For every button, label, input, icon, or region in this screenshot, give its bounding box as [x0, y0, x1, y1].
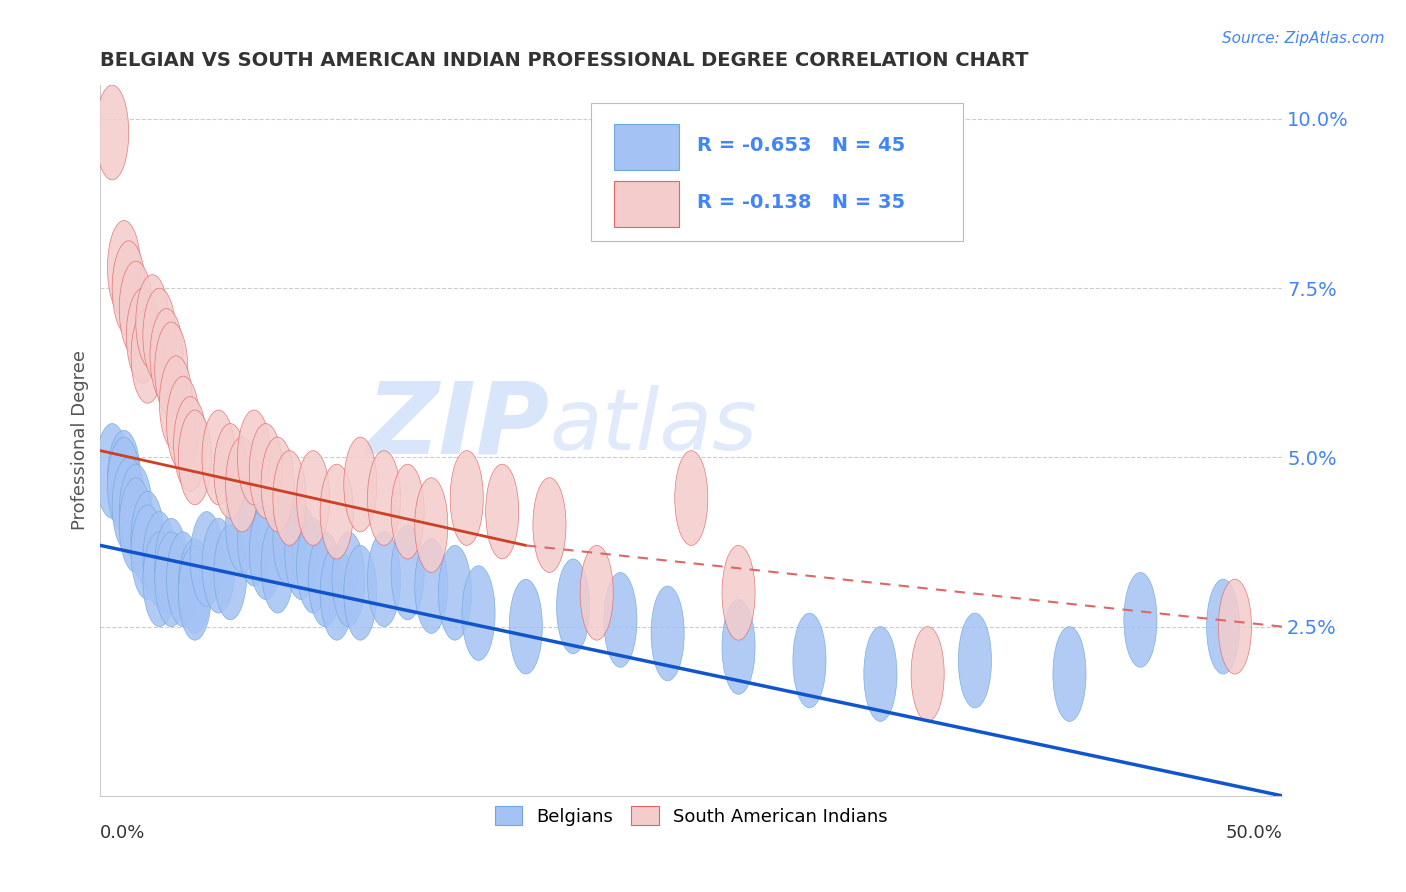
Circle shape — [159, 356, 193, 450]
Circle shape — [249, 505, 283, 599]
Circle shape — [214, 424, 247, 518]
Text: R = -0.653   N = 45: R = -0.653 N = 45 — [697, 136, 905, 155]
Circle shape — [238, 491, 270, 586]
Text: BELGIAN VS SOUTH AMERICAN INDIAN PROFESSIONAL DEGREE CORRELATION CHART: BELGIAN VS SOUTH AMERICAN INDIAN PROFESS… — [100, 51, 1029, 70]
Circle shape — [332, 532, 366, 626]
Text: 0.0%: 0.0% — [100, 824, 146, 842]
Circle shape — [450, 450, 484, 545]
Text: atlas: atlas — [550, 384, 758, 467]
Circle shape — [143, 532, 176, 626]
Circle shape — [202, 410, 235, 505]
Circle shape — [344, 545, 377, 640]
Circle shape — [415, 539, 449, 633]
Circle shape — [179, 545, 211, 640]
Circle shape — [675, 450, 707, 545]
FancyBboxPatch shape — [614, 124, 679, 170]
Circle shape — [391, 525, 425, 620]
Circle shape — [723, 599, 755, 694]
Circle shape — [321, 545, 353, 640]
Circle shape — [1206, 579, 1240, 674]
Circle shape — [202, 518, 235, 613]
Circle shape — [107, 430, 141, 525]
Circle shape — [367, 450, 401, 545]
Circle shape — [262, 437, 294, 532]
Circle shape — [238, 410, 270, 505]
Circle shape — [321, 464, 353, 559]
Circle shape — [959, 613, 991, 708]
Circle shape — [96, 85, 129, 180]
FancyBboxPatch shape — [591, 103, 963, 242]
Circle shape — [143, 511, 176, 607]
Circle shape — [1219, 579, 1251, 674]
Circle shape — [297, 450, 329, 545]
Circle shape — [463, 566, 495, 660]
Circle shape — [911, 626, 945, 722]
Circle shape — [120, 464, 152, 559]
Circle shape — [391, 464, 425, 559]
Text: R = -0.138   N = 35: R = -0.138 N = 35 — [697, 193, 905, 212]
Circle shape — [297, 518, 329, 613]
Circle shape — [344, 437, 377, 532]
Circle shape — [793, 613, 825, 708]
Circle shape — [179, 410, 211, 505]
Circle shape — [273, 491, 307, 586]
Circle shape — [131, 505, 165, 599]
Circle shape — [155, 322, 188, 417]
Circle shape — [439, 545, 471, 640]
Circle shape — [533, 478, 567, 573]
Circle shape — [273, 450, 307, 545]
Circle shape — [107, 437, 141, 532]
Circle shape — [603, 573, 637, 667]
Circle shape — [166, 532, 200, 626]
Text: Source: ZipAtlas.com: Source: ZipAtlas.com — [1222, 31, 1385, 46]
Circle shape — [1053, 626, 1085, 722]
Circle shape — [155, 532, 188, 626]
Circle shape — [723, 545, 755, 640]
Circle shape — [225, 478, 259, 573]
Circle shape — [485, 464, 519, 559]
Circle shape — [155, 518, 188, 613]
Circle shape — [143, 288, 176, 383]
Circle shape — [166, 376, 200, 471]
Text: 50.0%: 50.0% — [1226, 824, 1282, 842]
Circle shape — [131, 309, 165, 403]
Circle shape — [863, 626, 897, 722]
Circle shape — [308, 532, 342, 626]
Circle shape — [136, 275, 169, 369]
Circle shape — [120, 261, 152, 356]
Circle shape — [262, 518, 294, 613]
Circle shape — [214, 525, 247, 620]
Circle shape — [112, 241, 145, 335]
Circle shape — [249, 424, 283, 518]
Circle shape — [415, 478, 449, 573]
Circle shape — [190, 511, 224, 607]
Circle shape — [96, 424, 129, 518]
Circle shape — [127, 288, 159, 383]
Circle shape — [131, 491, 165, 586]
Circle shape — [1123, 573, 1157, 667]
Circle shape — [120, 478, 152, 573]
Circle shape — [107, 220, 141, 315]
FancyBboxPatch shape — [614, 181, 679, 227]
Circle shape — [367, 532, 401, 626]
Legend: Belgians, South American Indians: Belgians, South American Indians — [488, 799, 894, 833]
Circle shape — [173, 396, 207, 491]
Circle shape — [225, 437, 259, 532]
Circle shape — [285, 505, 318, 599]
Circle shape — [651, 586, 685, 681]
Circle shape — [557, 559, 589, 654]
Text: ZIP: ZIP — [367, 378, 550, 475]
Circle shape — [509, 579, 543, 674]
Y-axis label: Professional Degree: Professional Degree — [72, 351, 89, 531]
Circle shape — [581, 545, 613, 640]
Circle shape — [150, 309, 183, 403]
Circle shape — [179, 539, 211, 633]
Circle shape — [112, 458, 145, 552]
